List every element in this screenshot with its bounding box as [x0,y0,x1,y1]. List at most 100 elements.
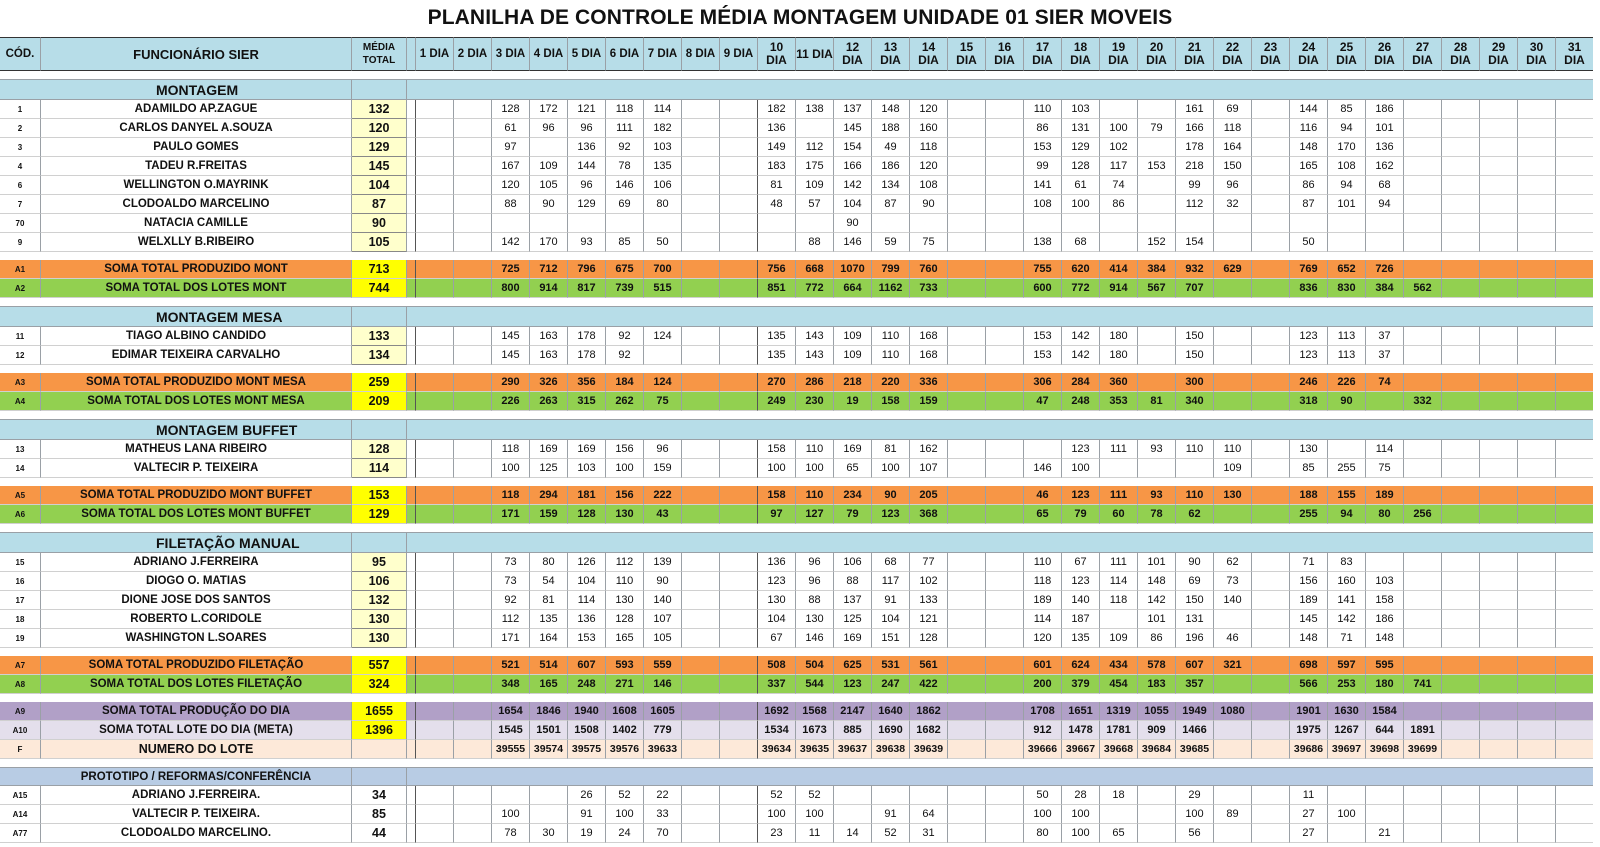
day-cell: 286 [795,373,833,392]
day-cell: 145 [1289,610,1327,629]
day-cell [1479,176,1517,195]
day-cell: 80 [1023,824,1061,843]
day-cell: 932 [1175,260,1213,279]
day-cell: 106 [643,176,681,195]
day-cell [415,610,453,629]
day-cell [1251,260,1289,279]
day-cell [719,157,757,176]
day-cell: 112 [795,138,833,157]
day-cell [947,119,985,138]
day-cell: 248 [1061,392,1099,411]
day-cell [1251,675,1289,694]
day-cell [719,195,757,214]
day-cell: 123 [1061,486,1099,505]
day-cell: 196 [1175,629,1213,648]
row-media: 129 [352,138,407,157]
day-cell [1137,373,1175,392]
day-cell [947,629,985,648]
row-spacer [407,233,415,252]
day-cell: 725 [491,260,529,279]
day-cell: 81 [529,591,567,610]
header-day: 29 DIA [1479,37,1517,71]
day-cell [1137,786,1175,805]
day-cell [719,591,757,610]
day-cell: 160 [909,119,947,138]
day-cell: 318 [1289,392,1327,411]
day-cell: 756 [757,260,795,279]
day-cell [415,346,453,365]
day-cell: 181 [567,486,605,505]
day-cell: 60 [1099,505,1137,524]
day-cell: 140 [1061,591,1099,610]
day-cell: 114 [1023,610,1061,629]
day-cell [719,486,757,505]
day-cell: 379 [1061,675,1099,694]
day-cell: 99 [1023,157,1061,176]
day-cell [453,373,491,392]
day-cell [453,786,491,805]
day-cell: 1070 [833,260,871,279]
day-cell: 1975 [1289,721,1327,740]
day-cell: 103 [567,459,605,478]
day-cell [1479,346,1517,365]
day-cell: 39667 [1061,740,1099,759]
day-cell [947,392,985,411]
day-cell [1555,740,1593,759]
day-cell: 90 [1175,553,1213,572]
day-cell: 90 [909,195,947,214]
day-cell [1479,740,1517,759]
day-cell [681,260,719,279]
row-label: TADEU R.FREITAS [41,157,352,176]
day-cell: 78 [491,824,529,843]
day-cell [1023,440,1061,459]
day-cell: 109 [1099,629,1137,648]
day-cell [1327,214,1365,233]
day-cell [985,824,1023,843]
day-cell: 11 [1289,786,1327,805]
day-cell [1441,656,1479,675]
day-cell: 675 [605,260,643,279]
day-cell [719,440,757,459]
day-cell: 178 [1175,138,1213,157]
day-cell [1251,176,1289,195]
day-cell [1441,214,1479,233]
header-day: 26 DIA [1365,37,1403,71]
day-cell: 24 [605,824,643,843]
row-label: PAULO GOMES [41,138,352,157]
day-cell [453,459,491,478]
day-cell [947,591,985,610]
day-cell [719,459,757,478]
day-cell: 772 [1061,279,1099,298]
day-cell: 183 [1137,675,1175,694]
day-cell: 96 [643,440,681,459]
day-cell: 162 [1365,157,1403,176]
day-cell [681,233,719,252]
day-cell: 166 [833,157,871,176]
day-cell: 90 [871,486,909,505]
day-cell [1137,327,1175,346]
day-cell: 74 [1099,176,1137,195]
day-cell [719,702,757,721]
row-media [352,740,407,759]
day-cell: 353 [1099,392,1137,411]
day-cell: 94 [1365,195,1403,214]
day-cell [1441,675,1479,694]
day-cell [453,279,491,298]
day-cell: 169 [529,440,567,459]
day-cell [1061,214,1099,233]
day-cell: 1055 [1137,702,1175,721]
day-cell: 544 [795,675,833,694]
day-cell: 153 [567,629,605,648]
row-label: CLODOALDO MARCELINO [41,195,352,214]
day-cell [1403,346,1441,365]
day-cell [681,505,719,524]
day-cell: 182 [757,100,795,119]
row-spacer [407,176,415,195]
day-cell: 49 [871,138,909,157]
day-cell [1479,279,1517,298]
header-day: 5 DIA [567,37,605,71]
day-cell: 356 [567,373,605,392]
day-cell [1555,440,1593,459]
day-cell: 733 [909,279,947,298]
day-cell [833,786,871,805]
